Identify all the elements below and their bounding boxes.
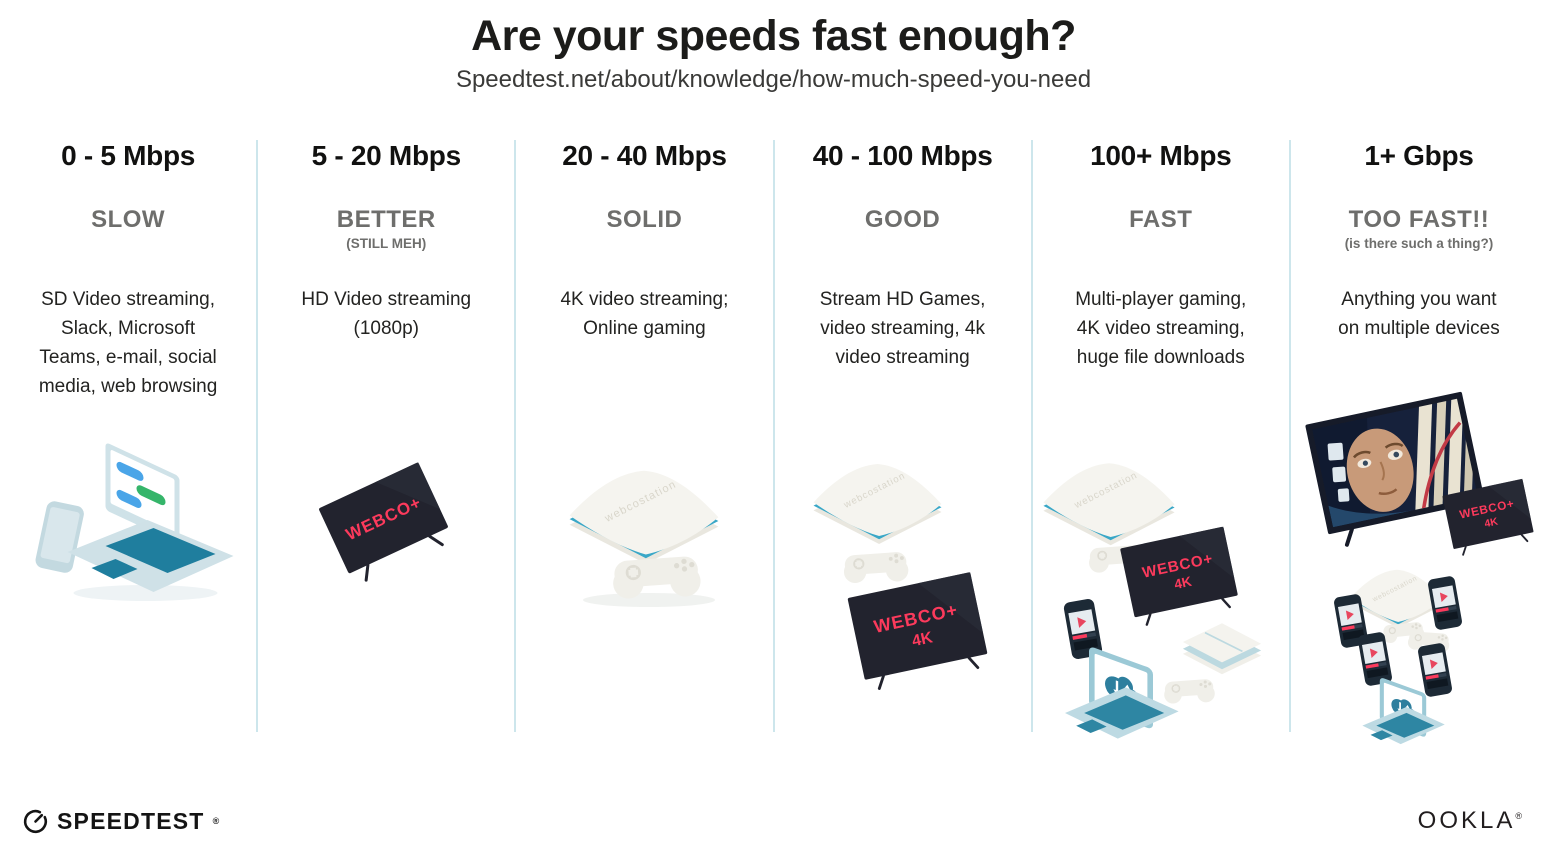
laptop-chat-icon [67,443,234,592]
everything-graphic [1305,391,1537,746]
rating-block: SOLID [516,206,772,236]
ookla-logo: OOKLA® [1418,807,1525,835]
4k-tv-icon [1118,525,1241,628]
speed-column-1-plus-gbps: 1+ Gbps TOO FAST!! (is there such a thin… [1288,140,1547,746]
rating-block: BETTER (STILL MEH) [258,206,514,251]
rating-block: TOO FAST!! (is there such a thing?) [1291,206,1547,251]
game-console-icon [1350,569,1444,628]
illustration-console-4k-tv [795,446,1010,696]
page-subtitle-url: Speedtest.net/about/knowledge/how-much-s… [455,66,1092,93]
slab-console-icon [1181,622,1262,676]
speed-column-5-20-mbps: 5 - 20 Mbps BETTER (STILL MEH) HD Video … [256,140,514,732]
speedtest-gauge-icon [23,809,48,833]
speed-column-20-40-mbps: 20 - 40 Mbps SOLID 4K video streaming; O… [514,140,772,732]
speed-range: 1+ Gbps [1364,140,1474,171]
rating-block: SLOW [0,206,256,236]
laptop-phone-graphic [35,443,234,601]
speed-range: 100+ Mbps [1090,140,1232,171]
speed-range: 5 - 20 Mbps [311,140,461,171]
ookla-wordmark: OOKLA [1417,807,1516,834]
use-cases: Anything you want on multiple devices [1338,289,1500,339]
use-cases: 4K video streaming; Online gaming [560,289,729,339]
4k-tv-icon [845,570,991,693]
speedtest-trademark: ® [212,816,221,826]
game-controller-icon [1163,678,1216,706]
smartphone-icon [35,501,84,573]
game-console-icon [813,464,942,544]
speed-range: 40 - 100 Mbps [812,140,993,171]
rating-note: (STILL MEH) [346,236,427,251]
header: Are your speeds fast enough? Speedtest.n… [0,0,1547,94]
speed-range: 0 - 5 Mbps [61,140,196,171]
speed-tiers: 0 - 5 Mbps SLOW SD Video streaming, Slac… [0,140,1547,746]
rating-note: (is there such a thing?) [1344,236,1494,251]
speed-column-100-plus-mbps: 100+ Mbps FAST Multi-player gaming, 4K v… [1030,140,1289,740]
speedtest-wordmark: SPEEDTEST [57,807,205,834]
ookla-trademark: ® [1515,811,1525,821]
use-cases: Stream HD Games, video streaming, 4k vid… [819,289,986,368]
illustration-hd-tv: WEBCO+ [304,454,469,619]
console-graphic [570,470,719,607]
laptop-cloud-download-icon [1063,644,1180,740]
rating-label: GOOD [864,206,941,233]
use-cases: HD Video streaming (1080p) [301,289,472,339]
movie-tv-icon [1305,391,1485,547]
game-console-icon [1043,463,1175,546]
game-controller-icon [842,551,909,586]
use-cases: Multi-player gaming, 4K video streaming,… [1075,289,1247,368]
rating-label: FAST [1129,206,1193,233]
speedtest-logo: SPEEDTEST ® [22,808,220,835]
tv-icon: WEBCO+ [319,462,449,582]
rating-block: GOOD [775,206,1031,236]
illustration-console [544,446,744,619]
page-title: Are your speeds fast enough? [471,12,1076,60]
rating-label: SLOW [91,206,166,233]
illustration-laptop-phone [16,432,241,612]
rating-label: BETTER [336,206,436,233]
multi-device-graphic [1043,463,1262,740]
speed-column-40-100-mbps: 40 - 100 Mbps GOOD Stream HD Games, vide… [772,140,1031,732]
speed-range: 20 - 40 Mbps [562,140,727,171]
console-4k-tv-graphic [813,464,991,693]
speed-column-0-5-mbps: 0 - 5 Mbps SLOW SD Video streaming, Slac… [0,140,256,732]
rating-block: FAST [1033,206,1289,236]
footer: SPEEDTEST ® OOKLA® [0,807,1547,835]
rating-label: TOO FAST!! [1348,206,1490,233]
use-cases: SD Video streaming, Slack, Microsoft Tea… [38,289,218,397]
rating-label: SOLID [606,206,683,233]
illustration-everything [1287,362,1547,777]
game-console-icon [570,470,719,564]
smartphone-video-icon [1427,575,1463,631]
hd-tv-graphic: WEBCO+ [319,462,449,582]
smartphone-video-icon [1417,642,1453,698]
illustration-multi-device [1041,444,1281,784]
